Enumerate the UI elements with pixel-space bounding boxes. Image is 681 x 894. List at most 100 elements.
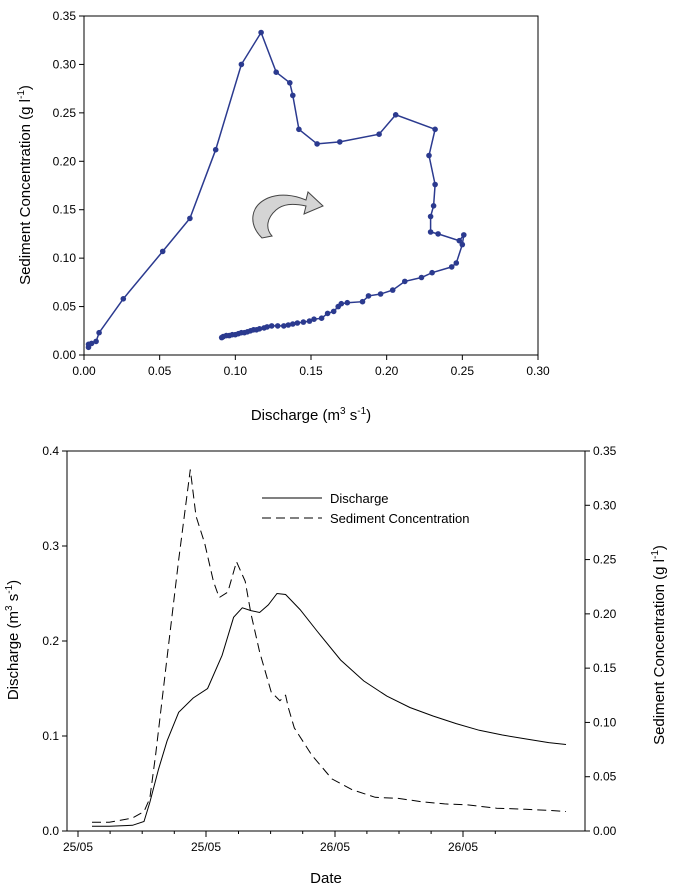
- timeseries-right-y-axis-label: Sediment Concentration (g l-1): [650, 545, 668, 745]
- scatter-x-axis-label: Discharge (m3 s-1): [251, 406, 371, 424]
- scatter-y-ticks: 0.00 0.05 0.10 0.15 0.20 0.25 0.30 0.35: [53, 9, 84, 362]
- data-point: [392, 112, 399, 118]
- x-tick-label: 0.25: [451, 364, 475, 378]
- data-point: [365, 293, 372, 299]
- y-right-tick-label: 0.20: [593, 607, 617, 621]
- y-left-tick-label: 0.0: [42, 824, 59, 838]
- data-point: [238, 61, 245, 68]
- data-point: [377, 291, 384, 297]
- data-point: [294, 320, 301, 326]
- clockwise-arrow-icon: [252, 191, 324, 239]
- data-point: [287, 80, 293, 86]
- data-point: [120, 296, 127, 302]
- x-tick-label: 0.10: [224, 364, 248, 378]
- data-point: [300, 319, 307, 325]
- data-point: [430, 203, 437, 209]
- data-point: [306, 318, 313, 324]
- y-left-tick-label: 0.1: [42, 729, 59, 743]
- y-tick-label: 0.25: [53, 106, 77, 120]
- data-point: [93, 338, 99, 345]
- y-right-tick-label: 0.25: [593, 553, 617, 567]
- hysteresis-loop-points: [85, 29, 467, 351]
- data-point: [335, 303, 342, 310]
- data-point: [330, 308, 337, 315]
- x-tick-label: 0.05: [148, 364, 172, 378]
- data-point: [324, 310, 331, 317]
- data-point: [448, 264, 455, 270]
- discharge-series-line: [92, 592, 567, 827]
- data-point: [432, 126, 438, 133]
- timeseries-x-axis-label: Date: [310, 870, 342, 887]
- y-left-tick-label: 0.3: [42, 539, 59, 553]
- data-point: [359, 298, 366, 305]
- data-point: [427, 229, 434, 235]
- y-right-tick-label: 0.00: [593, 824, 617, 838]
- x-tick-label: 0.20: [375, 364, 399, 378]
- data-point: [459, 241, 466, 248]
- data-point: [268, 323, 275, 329]
- timeseries-plot-frame: [66, 450, 586, 832]
- hysteresis-loop-line: [87, 30, 465, 348]
- scatter-y-axis-label: Sediment Concentration (g l-1): [16, 85, 34, 285]
- data-point: [376, 131, 382, 137]
- data-point: [296, 126, 302, 133]
- data-point: [318, 315, 325, 322]
- scatter-x-ticks: 0.00 0.05 0.10 0.15 0.20 0.25 0.30: [72, 355, 550, 378]
- y-tick-label: 0.00: [53, 348, 77, 362]
- y-left-tick-label: 0.4: [42, 444, 59, 458]
- y-right-tick-label: 0.15: [593, 661, 617, 675]
- timeseries-chart: 25/05 25/05 26/05 26/05 0.0 0.1 0.2 0.3 0.4 0.0…: [4, 444, 668, 887]
- y-left-tick-label: 0.2: [42, 634, 59, 648]
- timeseries-left-y-axis-label: Discharge (m3 s-1): [4, 580, 22, 700]
- data-point: [344, 299, 351, 306]
- data-point: [96, 329, 102, 336]
- x-tick-label: 25/05: [63, 840, 93, 854]
- data-point: [258, 29, 264, 36]
- y-right-tick-label: 0.30: [593, 498, 617, 512]
- data-point: [314, 141, 320, 147]
- timeseries-x-ticks: 25/05 25/05 26/05 26/05: [63, 831, 496, 854]
- data-point: [261, 325, 267, 331]
- y-right-tick-label: 0.35: [593, 444, 617, 458]
- data-point: [212, 146, 219, 153]
- data-point: [456, 237, 463, 244]
- data-point: [453, 260, 460, 266]
- data-point: [281, 323, 287, 329]
- data-point: [290, 321, 296, 327]
- y-tick-label: 0.35: [53, 9, 77, 23]
- data-point: [461, 232, 467, 238]
- y-right-tick-label: 0.10: [593, 715, 617, 729]
- chart-legend: Discharge Sediment Concentration: [262, 491, 469, 526]
- timeseries-left-y-ticks: 0.0 0.1 0.2 0.3 0.4: [42, 444, 67, 838]
- y-right-tick-label: 0.05: [593, 770, 617, 784]
- sediment-series-line: [92, 469, 567, 823]
- legend-discharge-label: Discharge: [330, 491, 389, 506]
- data-point: [311, 316, 317, 323]
- timeseries-right-y-ticks: 0.00 0.05 0.10 0.15 0.20 0.25 0.30 0.35: [585, 444, 617, 838]
- data-point: [426, 152, 432, 159]
- data-point: [429, 269, 435, 276]
- data-point: [274, 323, 281, 329]
- data-point: [159, 248, 166, 255]
- x-tick-label: 0.15: [299, 364, 323, 378]
- data-point: [418, 274, 425, 281]
- data-point: [218, 334, 225, 341]
- y-tick-label: 0.05: [53, 300, 77, 314]
- data-point: [187, 215, 193, 222]
- x-tick-label: 25/05: [191, 840, 221, 854]
- x-tick-label: 26/05: [320, 840, 350, 854]
- data-point: [337, 139, 343, 145]
- y-tick-label: 0.15: [53, 203, 77, 217]
- data-point: [88, 340, 95, 347]
- y-tick-label: 0.30: [53, 57, 77, 71]
- x-tick-label: 0.30: [526, 364, 550, 378]
- y-tick-label: 0.10: [53, 251, 77, 265]
- data-point: [435, 231, 441, 237]
- legend-sediment-label: Sediment Concentration: [330, 511, 469, 526]
- scatter-chart: 0.00 0.05 0.10 0.15 0.20 0.25 0.30 0.00 0.05 0.1…: [16, 9, 550, 424]
- data-point: [427, 213, 434, 220]
- y-tick-label: 0.20: [53, 154, 77, 168]
- data-point: [389, 287, 396, 293]
- data-point: [432, 181, 438, 188]
